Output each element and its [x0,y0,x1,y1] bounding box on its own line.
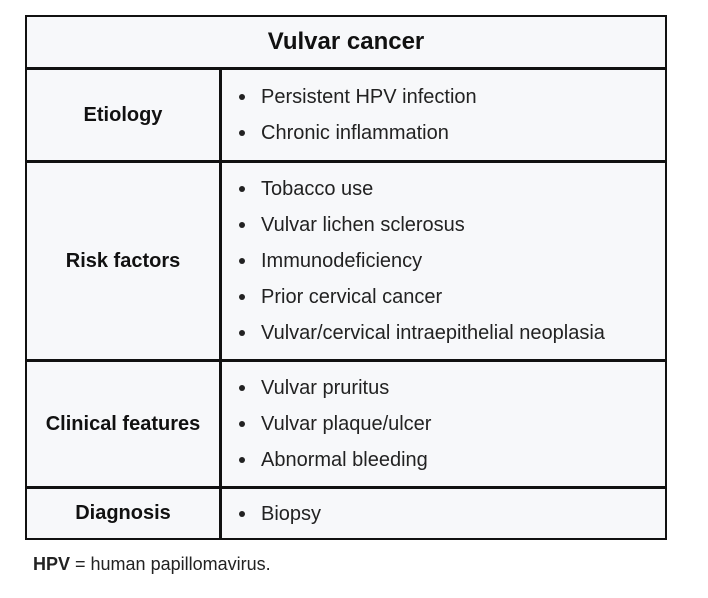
bullet-icon [239,222,245,228]
item-text: Vulvar/cervical intraepithelial neoplasi… [261,322,605,344]
table-row-clinical-features: Clinical features Vulvar pruritus Vulvar… [27,359,665,486]
table-title: Vulvar cancer [27,17,665,70]
item-text: Tobacco use [261,178,374,200]
bullet-icon [239,186,245,192]
footnote: HPV = human papillomavirus. [33,554,271,575]
row-label-diagnosis: Diagnosis [27,489,222,538]
row-items-clinical-features: Vulvar pruritus Vulvar plaque/ulcer Abno… [225,362,665,486]
bullet-icon [239,510,245,517]
list-item: Biopsy [239,496,665,532]
bullet-icon [239,130,245,136]
footnote-abbreviation: HPV [33,554,71,574]
bullet-icon [239,421,245,427]
item-text: Abnormal bleeding [261,449,428,471]
footnote-text: = human papillomavirus. [70,554,271,574]
vulvar-cancer-table: Vulvar cancer Etiology Persistent HPV in… [25,15,667,540]
list-item: Chronic inflammation [239,115,665,151]
table-row-diagnosis: Diagnosis Biopsy [27,486,665,538]
item-text: Prior cervical cancer [261,286,443,308]
bullet-icon [239,258,245,264]
list-item: Immunodeficiency [239,243,665,279]
row-items-etiology: Persistent HPV infection Chronic inflamm… [225,70,665,160]
item-text: Biopsy [261,502,322,525]
list-item: Prior cervical cancer [239,279,665,315]
row-label-risk-factors: Risk factors [27,163,222,359]
list-item: Vulvar lichen sclerosus [239,207,665,243]
item-text: Chronic inflammation [261,122,449,144]
table-row-risk-factors: Risk factors Tobacco use Vulvar lichen s… [27,160,665,359]
item-text: Persistent HPV infection [261,86,477,108]
item-text: Vulvar pruritus [261,377,390,399]
bullet-icon [239,94,245,100]
row-items-risk-factors: Tobacco use Vulvar lichen sclerosus Immu… [225,163,665,359]
list-item: Vulvar/cervical intraepithelial neoplasi… [239,315,665,351]
row-label-clinical-features: Clinical features [27,362,222,486]
list-item: Tobacco use [239,171,665,207]
list-item: Vulvar plaque/ulcer [239,406,665,442]
item-text: Vulvar plaque/ulcer [261,413,432,435]
row-items-diagnosis: Biopsy [225,489,665,538]
list-item: Abnormal bleeding [239,442,665,478]
list-item: Persistent HPV infection [239,79,665,115]
item-text: Vulvar lichen sclerosus [261,214,465,236]
row-label-etiology: Etiology [27,70,222,160]
list-item: Vulvar pruritus [239,370,665,406]
bullet-icon [239,457,245,463]
bullet-icon [239,330,245,336]
table-row-etiology: Etiology Persistent HPV infection Chroni… [27,70,665,160]
bullet-icon [239,385,245,391]
item-text: Immunodeficiency [261,250,423,272]
bullet-icon [239,294,245,300]
